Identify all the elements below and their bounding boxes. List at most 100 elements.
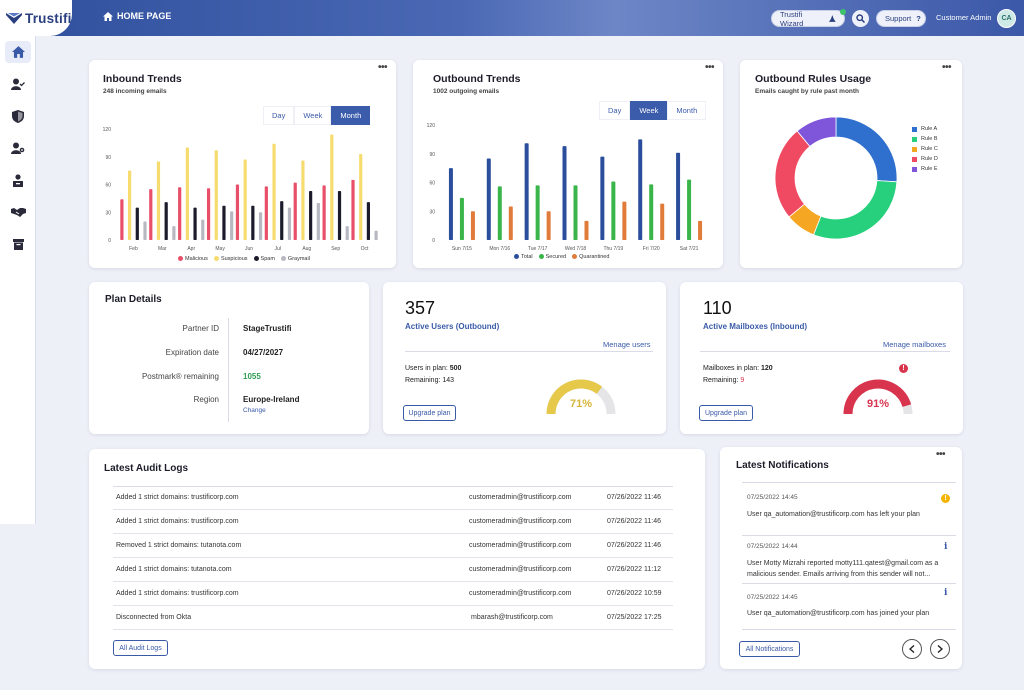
sidebar-item-users[interactable] <box>5 73 31 95</box>
bar-spam[interactable] <box>164 202 168 240</box>
bar-graymail[interactable] <box>374 230 378 240</box>
avatar[interactable]: CA <box>997 9 1016 28</box>
bar-spam[interactable] <box>280 201 284 240</box>
sidebar-item-security[interactable] <box>5 105 31 127</box>
table-row[interactable]: Added 1 strict domains: trustificorp.com… <box>113 582 673 606</box>
inbound-more-icon[interactable]: ••• <box>378 62 388 73</box>
bar-malicious[interactable] <box>293 182 297 240</box>
upgrade-plan-users-button[interactable]: Upgrade plan <box>403 405 456 421</box>
bar-secured[interactable] <box>687 179 692 240</box>
sidebar-item-archive[interactable] <box>5 233 31 255</box>
bar-quarantined[interactable] <box>698 220 703 240</box>
bar-total[interactable] <box>448 168 453 240</box>
bar-suspicious[interactable] <box>359 153 363 240</box>
all-audit-logs-button[interactable]: All Audit Logs <box>113 640 168 656</box>
notifications-next-button[interactable] <box>930 639 950 659</box>
bar-spam[interactable] <box>366 202 371 240</box>
sidebar-item-home[interactable] <box>5 41 31 63</box>
bar-malicious[interactable] <box>149 189 153 240</box>
table-row[interactable]: Added 1 strict domains: tutanota.com cust… <box>113 558 673 582</box>
bar-suspicious[interactable] <box>243 159 247 240</box>
bar-total[interactable] <box>524 143 529 240</box>
notification-item[interactable]: 07/25/2022 14:45 User qa_automation@trus… <box>742 494 956 518</box>
bar-secured[interactable] <box>573 185 578 240</box>
bar-total[interactable] <box>676 152 681 240</box>
bar-spam[interactable] <box>193 207 197 240</box>
home-page-link[interactable]: HOME PAGE <box>103 11 171 21</box>
bar-secured[interactable] <box>535 185 540 240</box>
trustifi-wizard-button[interactable]: Trustifi Wizard <box>771 9 846 28</box>
bar-total[interactable] <box>638 139 643 240</box>
bar-graymail[interactable] <box>316 203 320 240</box>
bar-suspicious[interactable] <box>185 147 189 241</box>
bar-graymail[interactable] <box>172 226 176 240</box>
upgrade-plan-mailboxes-button[interactable]: Upgrade plan <box>699 405 753 421</box>
bar-malicious[interactable] <box>120 199 124 240</box>
donut-slice-rule-e[interactable] <box>796 116 837 147</box>
bar-quarantined[interactable] <box>584 220 589 240</box>
all-notifications-button[interactable]: All Notifications <box>739 641 800 657</box>
bar-graymail[interactable] <box>230 211 234 240</box>
inbound-period-month[interactable]: Month <box>331 106 371 125</box>
bar-spam[interactable] <box>337 190 342 240</box>
notifications-prev-button[interactable] <box>902 639 922 659</box>
logo[interactable]: Trustifi <box>0 0 72 36</box>
outbound-period-day[interactable]: Day <box>599 101 631 120</box>
sidebar-item-user-settings[interactable] <box>5 137 31 159</box>
bar-secured[interactable] <box>611 181 616 240</box>
notification-item[interactable]: 07/25/2022 14:44 User Motty Mizrahi repo… <box>742 542 956 580</box>
outbound-period-month[interactable]: Month <box>667 101 707 120</box>
bar-secured[interactable] <box>459 197 464 240</box>
bar-spam[interactable] <box>222 205 226 240</box>
bar-suspicious[interactable] <box>127 170 132 240</box>
donut-slice-rule-b[interactable] <box>813 180 898 240</box>
bar-malicious[interactable] <box>235 184 240 241</box>
notification-item[interactable]: 07/25/2022 14:45 User qa_automation@trus… <box>742 588 956 617</box>
region-change-link[interactable]: Change <box>243 407 266 414</box>
outbound-period-week[interactable]: Week <box>630 101 668 120</box>
bar-quarantined[interactable] <box>470 211 475 240</box>
search-button[interactable] <box>852 10 869 27</box>
bar-malicious[interactable] <box>351 179 355 240</box>
outbound-more-icon[interactable]: ••• <box>705 62 715 73</box>
table-row[interactable]: Added 1 strict domains: trustificorp.com… <box>113 510 673 534</box>
bar-total[interactable] <box>562 146 567 240</box>
inbound-period-week[interactable]: Week <box>294 106 332 125</box>
bar-suspicious[interactable] <box>272 143 276 240</box>
bar-suspicious[interactable] <box>301 160 305 240</box>
bar-graymail[interactable] <box>143 221 147 241</box>
bar-suspicious[interactable] <box>156 161 161 240</box>
bar-graymail[interactable] <box>287 207 292 240</box>
bar-malicious[interactable] <box>178 187 182 240</box>
bar-malicious[interactable] <box>264 186 268 240</box>
bar-spam[interactable] <box>309 190 313 240</box>
bar-secured[interactable] <box>649 184 654 240</box>
bar-suspicious[interactable] <box>330 134 334 240</box>
bar-quarantined[interactable] <box>622 201 627 240</box>
table-row[interactable]: Disconnected from Okta mbarash@trustifico… <box>113 606 673 630</box>
manage-users-link[interactable]: Menage users <box>603 340 651 349</box>
inbound-period-day[interactable]: Day <box>263 106 295 125</box>
donut-slice-rule-a[interactable] <box>835 116 898 183</box>
donut-slice-rule-d[interactable] <box>774 130 811 218</box>
bar-quarantined[interactable] <box>508 206 513 240</box>
bar-graymail[interactable] <box>258 212 263 240</box>
bar-suspicious[interactable] <box>214 150 218 240</box>
bar-total[interactable] <box>486 158 491 240</box>
bar-graymail[interactable] <box>345 226 349 240</box>
bar-quarantined[interactable] <box>546 211 551 240</box>
bar-total[interactable] <box>600 156 605 240</box>
table-row[interactable]: Added 1 strict domains: trustificorp.com… <box>113 486 673 510</box>
sidebar-item-archive-users[interactable] <box>5 169 31 191</box>
bar-graymail[interactable] <box>201 219 205 240</box>
table-row[interactable]: Removed 1 strict domains: tutanota.com cu… <box>113 534 673 558</box>
bar-quarantined[interactable] <box>660 203 665 240</box>
sidebar-item-partners[interactable] <box>5 201 31 223</box>
manage-mailboxes-link[interactable]: Menage mailboxes <box>883 340 946 349</box>
support-button[interactable]: Support ? <box>876 10 926 27</box>
notifications-more-icon[interactable]: ••• <box>936 449 946 460</box>
rules-more-icon[interactable]: ••• <box>942 62 952 73</box>
bar-malicious[interactable] <box>206 188 211 240</box>
bar-malicious[interactable] <box>322 185 326 240</box>
bar-spam[interactable] <box>251 205 255 240</box>
